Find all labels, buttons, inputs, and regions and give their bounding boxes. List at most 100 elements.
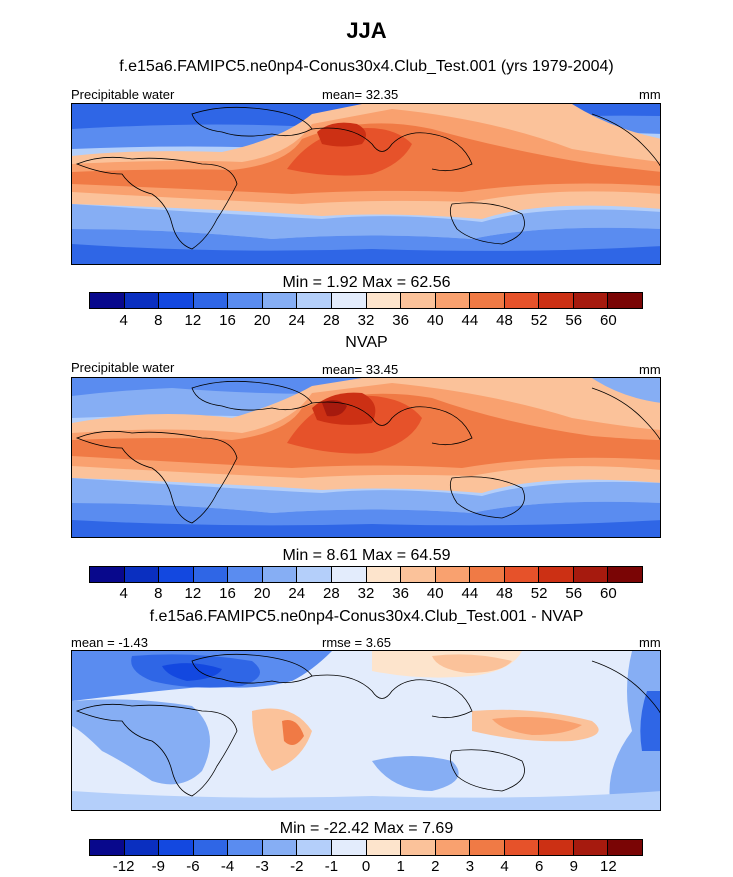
colorbar-tick-label: 0 [361,858,371,875]
colorbar-swatch [262,293,298,308]
panel-3-rmse-label: rmse = 3.65 [322,635,392,650]
colorbar-tick-label: 52 [530,312,548,329]
colorbar-tick-label: 56 [565,312,583,329]
panel-3-units-label: mm [639,635,661,650]
panel-1-left-label: Precipitable water [71,87,175,102]
colorbar-swatch [90,567,125,582]
colorbar-tick-label: 24 [288,312,306,329]
panel-3-minmax: Min = -22.42 Max = 7.69 [279,820,454,837]
colorbar-swatch [262,567,298,582]
colorbar-swatch [435,567,471,582]
colorbar-swatch [159,840,194,855]
colorbar-swatch [331,567,367,582]
colorbar-swatch [608,293,642,308]
panel-1-colorbar-ticks: 4 8 12 16 20 24 28 32 36 40 44 48 52 56 60 [89,312,643,330]
colorbar-swatch [228,840,263,855]
colorbar-tick-label: 48 [496,312,513,329]
colorbar-swatch [435,293,471,308]
colorbar-swatch [608,840,642,855]
colorbar-tick-label: 36 [392,585,409,602]
colorbar-swatch [504,840,540,855]
colorbar-tick-label: 4 [500,858,509,875]
colorbar-tick-label: 44 [461,312,479,329]
colorbar-swatch [539,567,574,582]
figure-title: JJA [346,18,387,43]
colorbar-swatch [573,840,609,855]
colorbar-swatch [331,293,367,308]
panel-3-colorbar [89,839,643,856]
colorbar-swatch [470,840,505,855]
colorbar-tick-label: 3 [465,858,475,875]
colorbar-tick-label: 32 [357,312,375,329]
panel-2-minmax: Min = 8.61 Max = 64.59 [282,547,451,564]
colorbar-swatch [573,293,609,308]
colorbar-tick-label: 6 [534,858,544,875]
colorbar-tick-label: 44 [461,585,479,602]
colorbar-tick-label: 20 [253,312,271,329]
colorbar-swatch [159,293,194,308]
panel-2-subtitle: NVAP [345,334,388,351]
colorbar-swatch [608,567,642,582]
colorbar-tick-label: 16 [219,585,236,602]
panel-2-left-label: Precipitable water [71,360,175,375]
colorbar-swatch [193,840,229,855]
colorbar-tick-label: 24 [288,585,306,602]
colorbar-tick-label: 60 [600,312,617,329]
panel-1-mean-label: mean= 32.35 [322,87,399,102]
colorbar-swatch [262,840,298,855]
colorbar-swatch [90,840,125,855]
colorbar-tick-label: 32 [357,585,375,602]
colorbar-tick-label: -3 [255,858,269,875]
colorbar-swatch [159,567,194,582]
colorbar-tick-label: 40 [426,585,444,602]
colorbar-tick-label: 36 [392,312,409,329]
colorbar-swatch [470,567,505,582]
colorbar-tick-label: 56 [565,585,583,602]
colorbar-tick-label: -4 [220,858,235,875]
colorbar-swatch [193,567,229,582]
colorbar-swatch [366,567,402,582]
panel-2-colorbar-ticks: 4 8 12 16 20 24 28 32 36 40 44 48 52 56 60 [89,585,643,603]
panel-1-units-label: mm [639,87,661,102]
panel-3-colorbar-ticks: -12 -9 -6 -4 -3 -2 -1 0 1 2 3 4 6 9 12 [89,858,643,876]
colorbar-tick-label: 8 [154,312,163,329]
colorbar-tick-label: 8 [154,585,163,602]
colorbar-tick-label: 12 [184,312,202,329]
colorbar-swatch [331,840,367,855]
colorbar-tick-label: 4 [119,312,128,329]
colorbar-swatch [504,567,540,582]
colorbar-swatch [124,840,160,855]
colorbar-swatch [297,840,332,855]
colorbar-swatch [366,840,402,855]
colorbar-swatch [401,567,436,582]
colorbar-swatch [124,293,160,308]
panel-2-map [71,377,661,538]
colorbar-tick-label: -9 [151,858,165,875]
colorbar-swatch [539,293,574,308]
colorbar-swatch [504,293,540,308]
panel-2-units-label: mm [639,362,661,377]
panel-1-subtitle: f.e15a6.FAMIPC5.ne0np4-Conus30x4.Club_Te… [119,58,614,75]
panel-3-mean-label: mean = -1.43 [71,635,148,650]
colorbar-tick-label: 2 [431,858,440,875]
colorbar-tick-label: -1 [324,858,339,875]
colorbar-tick-label: 12 [184,585,202,602]
colorbar-swatch [435,840,471,855]
colorbar-tick-label: 40 [426,312,444,329]
colorbar-tick-label: 48 [496,585,513,602]
colorbar-swatch [366,293,402,308]
panel-2-mean-label: mean= 33.45 [322,362,399,377]
colorbar-swatch [539,840,574,855]
colorbar-tick-label: -2 [290,858,304,875]
colorbar-swatch [470,293,505,308]
colorbar-tick-label: 60 [600,585,617,602]
colorbar-tick-label: 1 [396,858,405,875]
colorbar-tick-label: -6 [186,858,200,875]
colorbar-swatch [297,567,332,582]
panel-1-map [71,103,661,265]
colorbar-tick-label: 16 [219,312,236,329]
colorbar-tick-label: 12 [600,858,617,875]
colorbar-swatch [573,567,609,582]
colorbar-tick-label: -12 [112,858,135,875]
colorbar-swatch [228,293,263,308]
